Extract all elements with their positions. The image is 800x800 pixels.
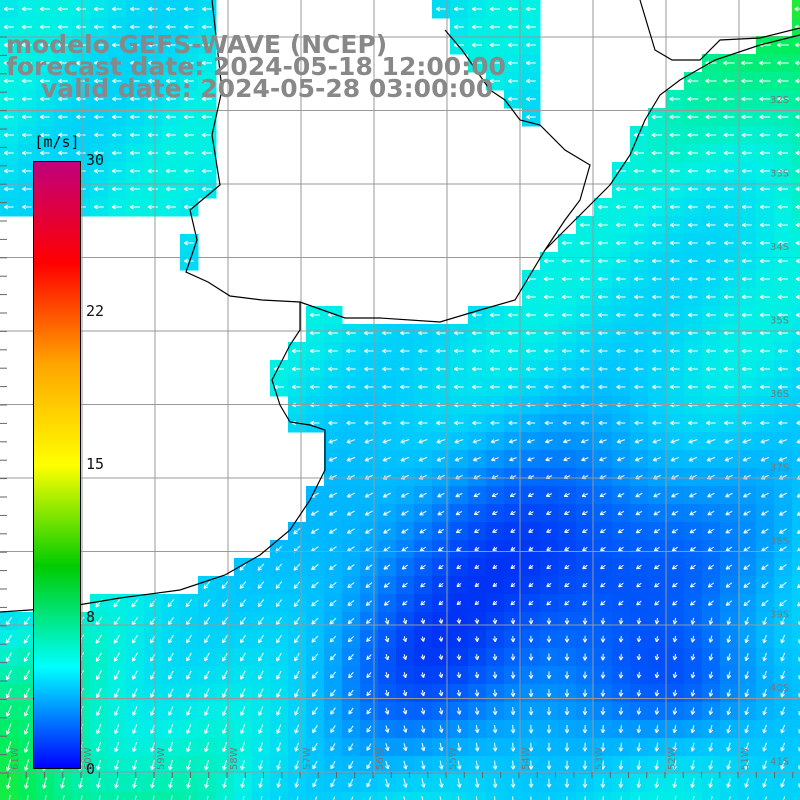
colorbar [33,161,81,769]
latitude-label: 41S [770,757,789,768]
wind-cell [468,792,487,800]
latitude-label: 36S [770,389,789,400]
wind-cell [792,792,800,800]
longitude-label: 56W [375,747,386,770]
wind-cell [378,792,397,800]
colorbar-label-15: 15 [86,455,105,473]
latitude-label: 35S [770,316,789,327]
longitude-label: 61W [10,747,21,770]
wind-cell [450,792,469,800]
latitude-label: 37S [770,463,789,474]
longitude-label: 59W [156,747,167,770]
wind-cell [360,792,379,800]
colorbar-unit: [m/s] [34,133,80,151]
wind-cell [792,360,800,379]
wind-cell [414,792,433,800]
wind-cell [306,792,325,800]
longitude-label: 55W [448,747,459,770]
longitude-label: 54W [521,747,532,770]
valid-date: valid date: 2024-05-28 03:00:00 [41,74,494,103]
colorbar-label-22: 22 [86,302,105,320]
colorbar-label-30: 30 [86,151,105,169]
wind-cell [792,342,800,361]
longitude-label: 51W [740,747,751,770]
latitude-label: 33S [770,169,789,180]
colorbar-label-8: 8 [86,608,96,626]
longitude-label: 53W [594,747,605,770]
wind-cell [324,792,343,800]
wind-cell [756,792,775,800]
latitude-label: 39S [770,610,789,621]
latitude-label: 38S [770,536,789,547]
colorbar-label-0: 0 [86,760,96,778]
latitude-label: 40S [770,683,789,694]
longitude-label: 57W [302,747,313,770]
latitude-label: 34S [770,242,789,253]
wind-cell [432,792,451,800]
longitude-label: 52W [667,747,678,770]
wind-cell [792,324,800,343]
wind-cell [342,792,361,800]
wind-cell [792,450,800,469]
latitude-label: 32S [770,95,789,106]
wind-cell [774,792,793,800]
wind-cell [396,792,415,800]
wind-cell [792,378,800,397]
longitude-label: 58W [229,747,240,770]
